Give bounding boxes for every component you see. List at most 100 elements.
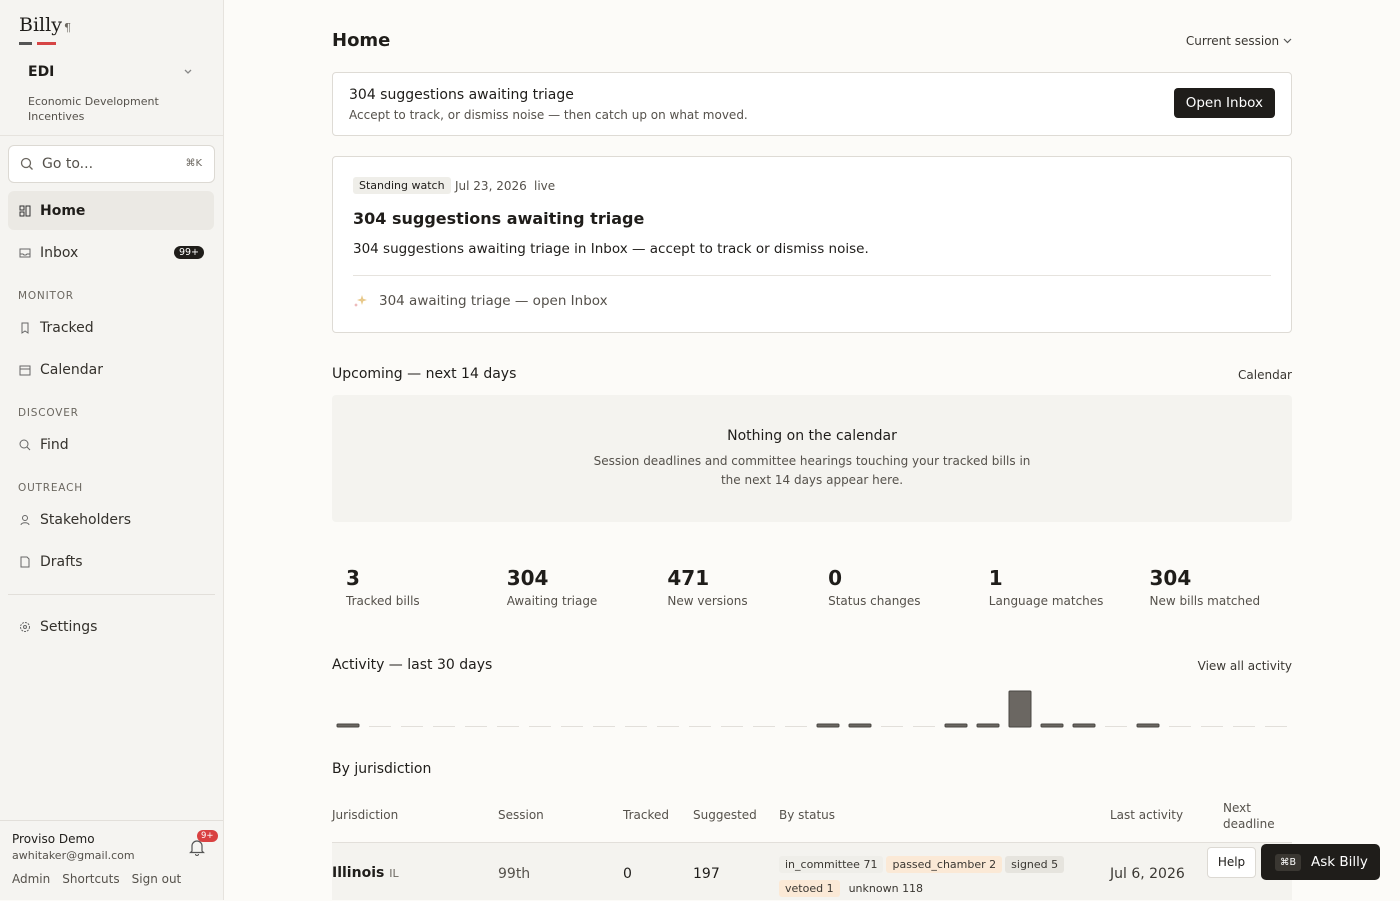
- activity-chart: [336, 690, 1287, 728]
- brand[interactable]: Billy ¶: [19, 14, 71, 36]
- search-icon: [20, 157, 33, 170]
- activity-bar-empty: [881, 726, 903, 727]
- divider: [8, 594, 215, 595]
- divider: [353, 275, 1271, 276]
- activity-bar-empty: [1105, 726, 1127, 727]
- calendar-link[interactable]: Calendar: [1238, 368, 1292, 382]
- activity-bar-empty: [753, 726, 775, 727]
- help-button[interactable]: Help: [1207, 847, 1256, 878]
- status-count: 2: [989, 858, 997, 871]
- activity-bar: [336, 723, 360, 728]
- search-placeholder: Go to...: [42, 156, 94, 172]
- activity-bar-empty: [1169, 726, 1191, 727]
- stat-value: 304: [1149, 566, 1192, 590]
- stat-label: Status changes: [828, 594, 921, 608]
- nav-item[interactable]: Stakeholders: [8, 500, 214, 539]
- watch-card: Standing watch Jul 23, 2026 live 304 sug…: [332, 156, 1292, 333]
- activity-bar-empty: [497, 726, 519, 727]
- status-name: passed_chamber: [892, 858, 986, 871]
- section-title: MONITOR: [18, 290, 74, 302]
- nav-label: Settings: [40, 618, 98, 635]
- link[interactable]: Admin: [12, 872, 51, 886]
- nav-item[interactable]: Calendar: [8, 350, 214, 389]
- nav-item[interactable]: Drafts: [8, 542, 214, 581]
- nav-item[interactable]: Tracked: [8, 308, 214, 347]
- ask-billy-button[interactable]: ⌘B Ask Billy: [1261, 844, 1380, 880]
- session-select[interactable]: Current session: [1186, 34, 1292, 48]
- nav-label: Calendar: [40, 361, 103, 378]
- inbox-icon: [19, 248, 31, 257]
- status-count: 71: [863, 858, 878, 871]
- chevron-icon[interactable]: [183, 68, 193, 76]
- status-name: unknown: [848, 882, 899, 895]
- stat-label: Language matches: [988, 594, 1104, 608]
- watch-footer[interactable]: 304 awaiting triage — open Inbox: [379, 293, 608, 309]
- nav-label: Find: [40, 436, 69, 453]
- workspace-code[interactable]: EDI: [28, 64, 55, 80]
- status-name: vetoed: [785, 882, 824, 895]
- section-heading: By jurisdiction: [332, 761, 432, 777]
- notification-badge: 9+: [197, 830, 218, 842]
- activity-link[interactable]: View all activity: [1197, 659, 1292, 673]
- column-header: Last activity: [1110, 808, 1184, 822]
- nav-item[interactable]: Settings: [8, 607, 214, 646]
- activity-bar: [1040, 723, 1064, 728]
- nav-item[interactable]: Find: [8, 425, 214, 464]
- triage-banner: 304 suggestions awaiting triage Accept t…: [332, 72, 1292, 136]
- nav-label: Tracked: [40, 319, 94, 336]
- link[interactable]: Sign out: [131, 872, 182, 886]
- column-header: Next deadline: [1223, 801, 1275, 831]
- settings-icon: [20, 621, 30, 632]
- session-label: Current session: [1185, 34, 1280, 48]
- watch-title: 304 suggestions awaiting triage: [353, 209, 645, 228]
- nav-label: Inbox: [40, 244, 79, 261]
- activity-bar-empty: [401, 726, 423, 727]
- activity-bar: [976, 723, 1000, 728]
- banner-title: 304 suggestions awaiting triage: [349, 87, 574, 103]
- watch-status: live: [534, 179, 556, 193]
- stat-value: 1: [988, 566, 1003, 590]
- nav-item[interactable]: Home: [8, 191, 214, 230]
- nav-item[interactable]: Inbox 99+: [8, 233, 214, 272]
- stat: 471 New versions: [667, 566, 827, 608]
- activity-bar-empty: [721, 726, 743, 727]
- activity-bar-empty: [593, 726, 615, 727]
- link[interactable]: Shortcuts: [62, 872, 120, 886]
- activity-bar: [848, 723, 872, 728]
- bell-icon[interactable]: [189, 839, 205, 856]
- stat: 304 Awaiting triage: [507, 566, 667, 608]
- user-name: Proviso Demo: [12, 832, 95, 846]
- person-icon: [20, 514, 30, 525]
- empty-title: Nothing on the calendar: [727, 428, 897, 444]
- stat: 3 Tracked bills: [346, 566, 506, 608]
- banner-subtitle: Accept to track, or dismiss noise — then…: [349, 108, 748, 122]
- table-row[interactable]: Illinois IL 99th 0 197 in_committee 71 pa…: [332, 842, 1292, 900]
- activity-bar-empty: [465, 726, 487, 727]
- brand-underline: [19, 42, 32, 45]
- nav-label: Stakeholders: [40, 511, 132, 528]
- divider: [0, 135, 223, 136]
- search-shortcut: ⌘K: [185, 158, 202, 169]
- section-heading: Upcoming — next 14 days: [332, 366, 517, 382]
- activity-bar-empty: [689, 726, 711, 727]
- brand-underline: [37, 42, 56, 45]
- activity-bar-empty: [369, 726, 391, 727]
- last-activity: Jul 6, 2026: [1110, 866, 1185, 882]
- stat-value: 471: [667, 566, 710, 590]
- stat-label: New bills matched: [1149, 594, 1261, 608]
- sidebar: Billy ¶ EDI Economic Development Incentiv…: [0, 0, 224, 900]
- activity-bar-empty: [657, 726, 679, 727]
- search-box[interactable]: Go to... ⌘K: [8, 145, 215, 183]
- activity-bar: [816, 723, 840, 728]
- activity-bar-empty: [1265, 726, 1287, 727]
- activity-bar-empty: [433, 726, 455, 727]
- activity-bar-empty: [913, 726, 935, 727]
- watch-body: 304 suggestions awaiting triage in Inbox…: [353, 241, 869, 257]
- column-header: By status: [779, 808, 836, 822]
- open-inbox-button[interactable]: Open Inbox: [1173, 88, 1275, 118]
- jurisdiction-name: Illinois: [332, 865, 385, 881]
- user-email: awhitaker@gmail.com: [12, 849, 135, 862]
- chevron-icon: [1283, 38, 1292, 44]
- activity-bar-empty: [1233, 726, 1255, 727]
